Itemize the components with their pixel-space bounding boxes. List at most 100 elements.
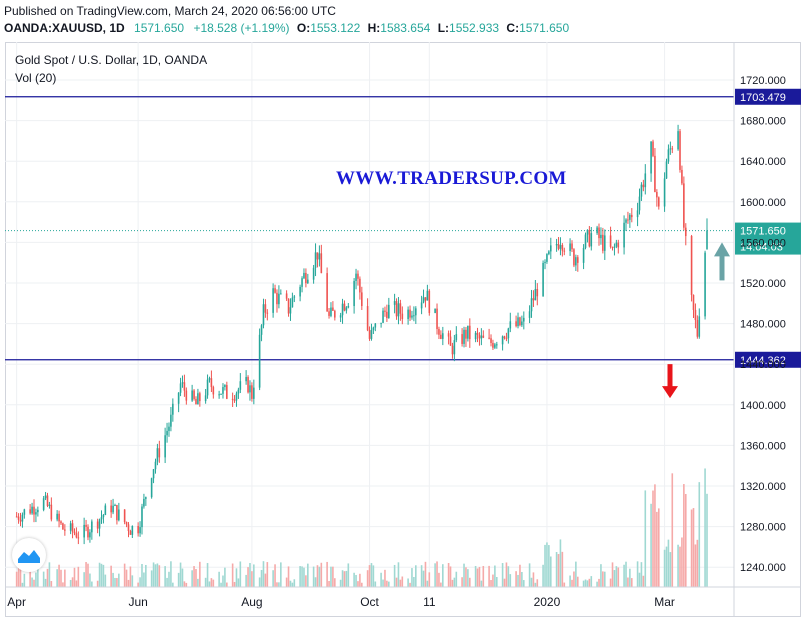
candle-body: [677, 131, 679, 150]
volume-bar: [137, 582, 139, 587]
candle-body: [453, 340, 456, 355]
volume-bar: [613, 570, 616, 587]
candle-body: [150, 478, 153, 498]
volume-bar: [496, 577, 498, 587]
volume-bar: [449, 566, 452, 587]
candle-body: [368, 330, 371, 339]
volume-bar: [19, 561, 22, 587]
volume-bar: [37, 568, 39, 587]
candle-body: [663, 178, 666, 207]
volume-bar: [372, 565, 375, 587]
open-value: 1553.122: [310, 21, 361, 35]
volume-bar: [397, 562, 400, 587]
price-change: +18.528 (+1.19%): [193, 21, 290, 35]
candle-body: [555, 244, 558, 246]
candle-body: [280, 293, 282, 295]
candle-body: [114, 505, 116, 507]
last-price-box: [735, 222, 801, 255]
volume-bar: [312, 566, 315, 587]
candle-body: [426, 290, 429, 301]
y-tick-label: 1640.000: [740, 156, 786, 168]
countdown-label: 14:04:03: [740, 242, 783, 254]
volume-bar: [515, 571, 517, 587]
volume-bar: [463, 563, 465, 587]
volume-bar: [152, 562, 155, 587]
volume-bar: [424, 561, 427, 587]
volume-bar: [100, 563, 103, 587]
candle-body: [465, 329, 467, 339]
candle-body: [343, 303, 346, 311]
candle-body: [534, 288, 537, 301]
volume-bar: [382, 579, 384, 587]
candle-body: [576, 257, 579, 263]
volume-bar: [77, 566, 80, 587]
volume-bar: [181, 568, 184, 587]
volume-bar: [575, 561, 577, 587]
chart-legend-title: Gold Spot / U.S. Dollar, 1D, OANDA: [15, 53, 208, 67]
candle-body: [168, 426, 170, 431]
candle-body: [544, 261, 546, 263]
candle-body: [312, 267, 315, 280]
candle-body: [328, 311, 330, 316]
volume-bar: [523, 580, 525, 587]
candle-body: [395, 301, 398, 317]
volume-bar: [195, 569, 197, 587]
volume-bar: [75, 580, 78, 587]
volume-bar: [492, 574, 494, 587]
candle-body: [233, 399, 236, 401]
candle-body: [56, 513, 58, 520]
high-value: 1583.654: [380, 21, 431, 35]
candle-body: [125, 522, 128, 525]
candle-body: [671, 148, 674, 150]
volume-bar: [83, 572, 85, 587]
candle-body: [519, 317, 521, 326]
volume-bar: [503, 578, 506, 587]
volume-bar: [490, 580, 492, 587]
volume-bar: [237, 578, 240, 587]
candle-body: [226, 385, 228, 399]
volume-bar: [550, 556, 552, 587]
candle-body: [455, 334, 458, 341]
volume-bar: [347, 563, 350, 587]
volume-bar: [332, 566, 334, 587]
y-tick-label: 1600.000: [740, 197, 786, 209]
volume-bar: [222, 575, 224, 587]
volume-bar: [596, 581, 598, 587]
price-chart[interactable]: 1703.479 1444.362 1571.650 14:04:03 1720.00…: [5, 42, 801, 617]
volume-bar: [21, 582, 24, 587]
candle-body: [586, 229, 589, 235]
volume-bar: [299, 566, 301, 587]
candle-body: [212, 387, 215, 395]
volume-bar: [141, 563, 143, 587]
volume-bar: [85, 562, 87, 587]
volume-bar: [413, 576, 415, 587]
tradingview-logo-icon[interactable]: [12, 538, 46, 572]
level-label-box: [735, 88, 801, 105]
candle-body: [694, 309, 697, 321]
candle-body: [60, 521, 62, 524]
candle-body: [145, 497, 147, 499]
candle-body: [353, 280, 355, 307]
volume-bar: [652, 490, 654, 587]
candle-body: [704, 252, 706, 317]
candle-body: [613, 246, 616, 248]
volume-bar: [548, 545, 550, 587]
volume-bar: [656, 511, 658, 587]
volume-bar: [199, 561, 201, 587]
candle-body: [490, 338, 492, 343]
y-tick-label: 1520.000: [740, 278, 786, 290]
candle-body: [665, 161, 668, 179]
y-tick-label: 1480.000: [740, 319, 786, 331]
candle-body: [683, 183, 685, 228]
candle-body: [83, 524, 85, 538]
volume-bar: [642, 575, 645, 587]
y-tick-label: 1400.000: [740, 400, 786, 412]
volume-bar: [193, 566, 195, 587]
ohlc-row: OANDA:XAUUSD, 1D 1571.650 +18.528 (+1.19…: [4, 21, 569, 35]
volume-bar: [603, 571, 606, 587]
volume-bar: [420, 565, 423, 587]
volume-bar: [291, 582, 294, 587]
candle-body: [357, 273, 359, 279]
candle-body: [501, 336, 504, 345]
volume-bar: [355, 574, 357, 587]
